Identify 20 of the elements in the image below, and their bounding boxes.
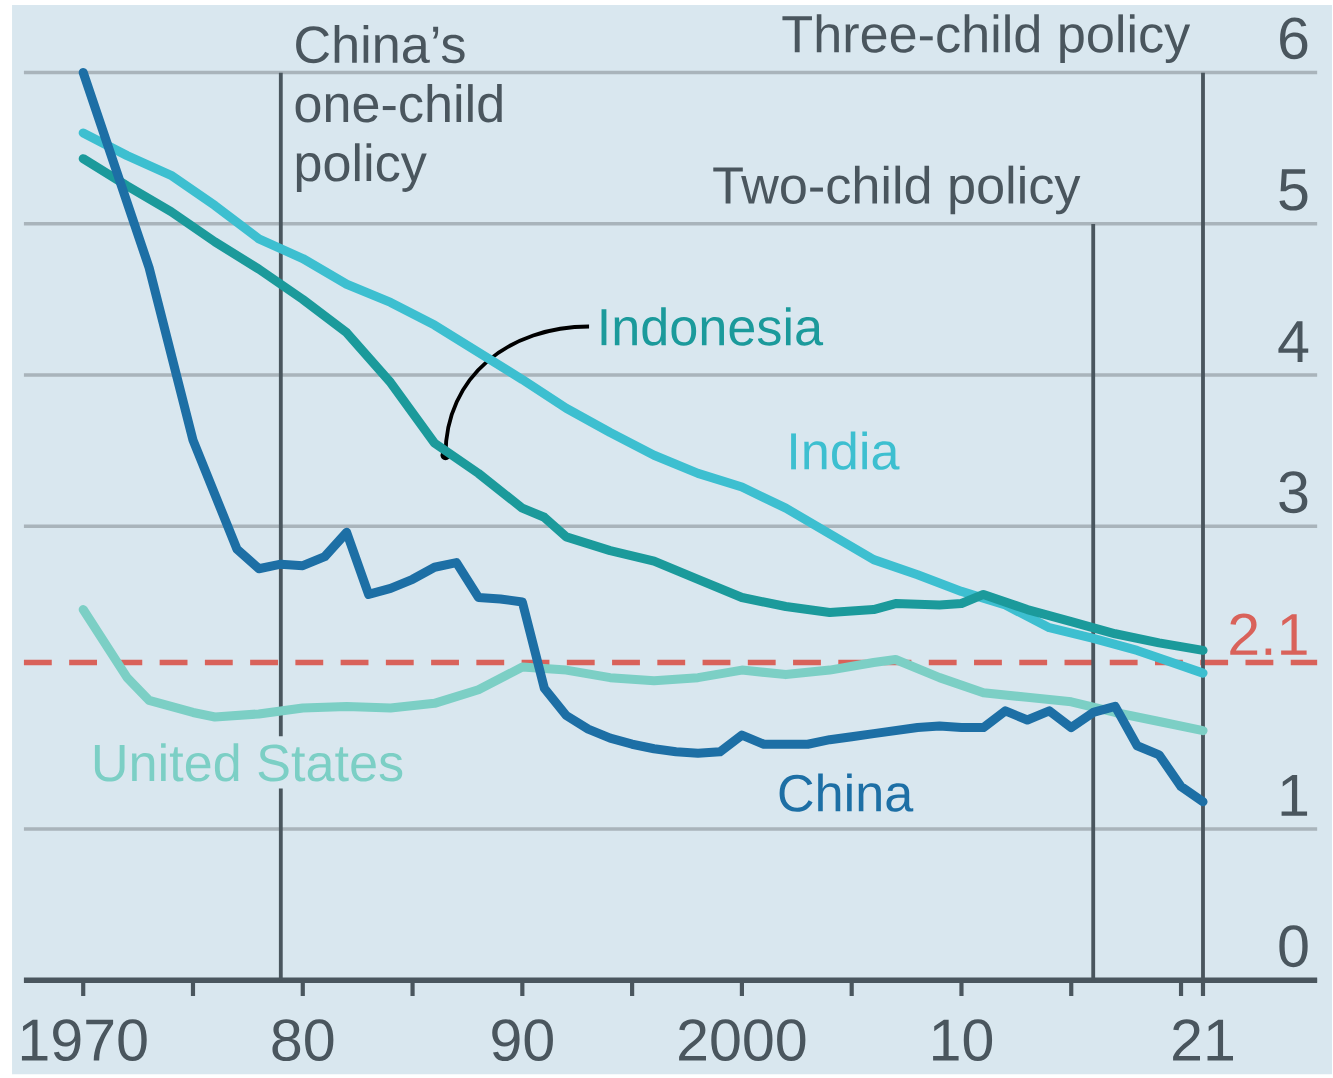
series-label: China: [779, 773, 914, 812]
series-label: India: [791, 431, 900, 470]
ref-line-label: 2.1: [1230, 613, 1307, 655]
x-tick-label: 80: [272, 1018, 334, 1061]
y-tick-label: 5: [1279, 169, 1308, 211]
x-tick-label: 90: [492, 1018, 553, 1061]
text: Indonesia: [601, 307, 824, 346]
x-tick-label: 10: [933, 1018, 993, 1061]
x-tick-label: 21: [1173, 1018, 1233, 1061]
x-tick-label: 1970: [21, 1018, 147, 1061]
y-tick-label: 0: [1279, 925, 1308, 967]
series-label: United States: [94, 743, 403, 782]
y-tick-label: 6: [1280, 17, 1308, 60]
ref-line-label: Three-child policy: [782, 14, 1191, 63]
ref-line-label: Two-child policy: [713, 165, 1081, 215]
x-tick-label: 2000: [679, 1018, 806, 1061]
y-tick-label: 4: [1278, 320, 1309, 362]
ref-line-label: China’s one-child policy: [295, 24, 502, 192]
y-tick-label: 1: [1281, 774, 1308, 816]
y-tick-label: 3: [1279, 471, 1308, 514]
